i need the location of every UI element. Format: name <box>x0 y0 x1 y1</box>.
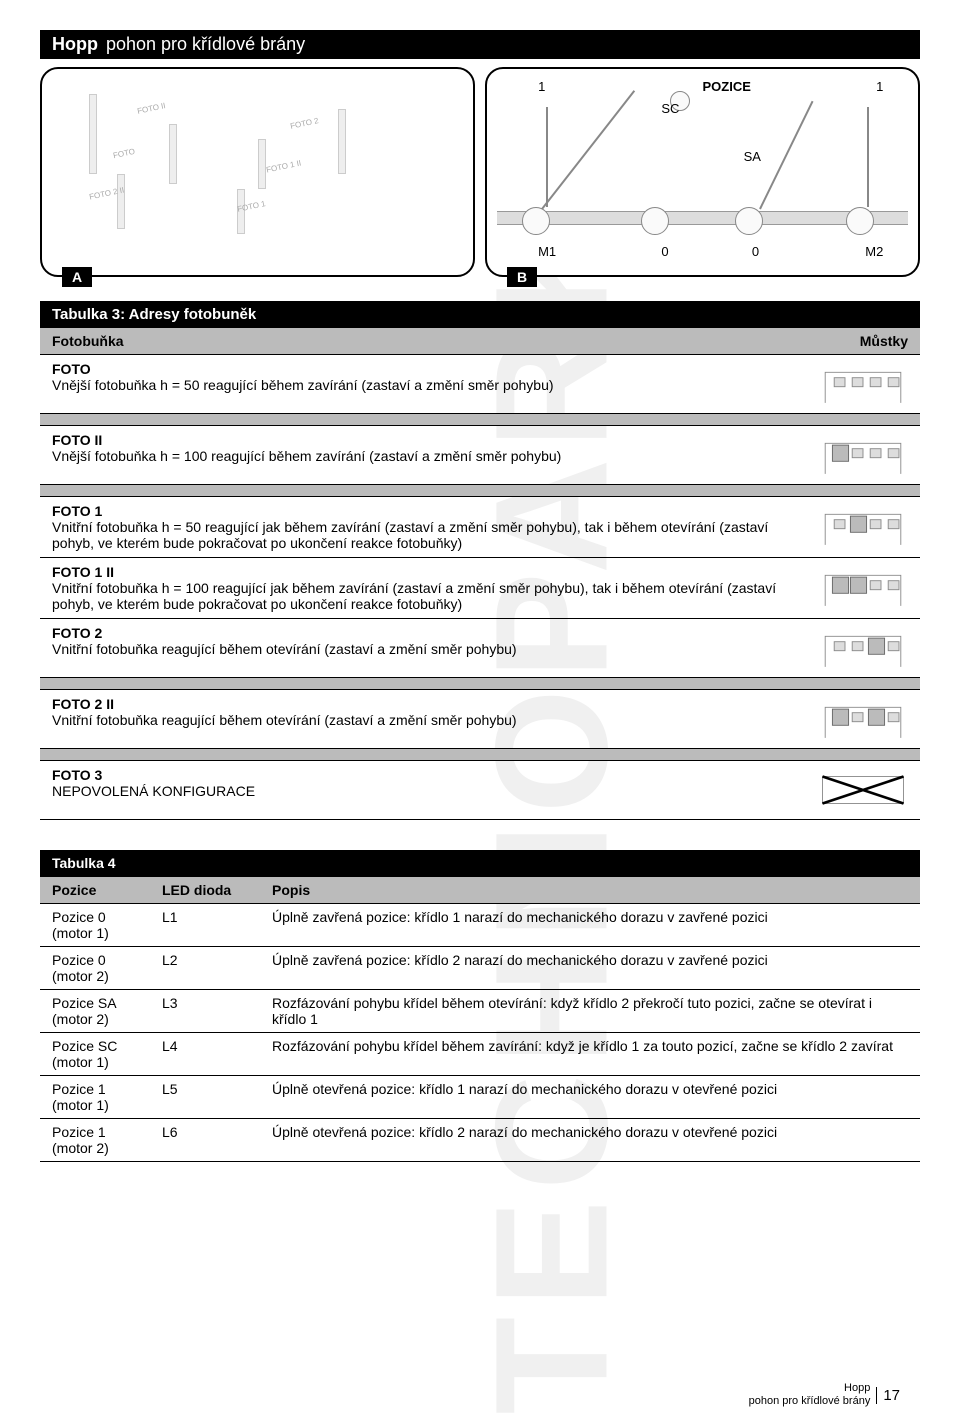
t4-h-led: LED dioda <box>150 877 260 904</box>
jumper-icon <box>818 361 908 407</box>
fb-sc: SC <box>661 101 679 116</box>
figures-row: FOTO II FOTO 2 FOTO FOTO 1 II FOTO 2 II … <box>40 67 920 277</box>
title-bold: Hopp <box>52 34 98 55</box>
separator <box>40 485 920 497</box>
table4-row: Pozice 0(motor 1)L1Úplně zavřená pozice:… <box>40 904 920 947</box>
entry-desc: NEPOVOLENÁ KONFIGURACE <box>52 783 255 799</box>
t3-col2: Můstky <box>860 333 908 349</box>
page-title-bar: Hopp pohon pro křídlové brány <box>40 30 920 59</box>
fa-1: FOTO 2 <box>289 116 319 131</box>
t4-led: L4 <box>150 1033 260 1076</box>
fa-0: FOTO II <box>137 101 167 116</box>
figure-b: 1 POZICE 1 SC SA M1 0 0 M2 B <box>485 67 920 277</box>
jumper-icon <box>818 432 908 478</box>
t4-title: Tabulka 4 <box>40 850 920 877</box>
entry-desc: Vnitřní fotobuňka h = 100 reagující jak … <box>52 580 776 612</box>
jumper-icon <box>818 767 908 813</box>
figure-b-label: B <box>507 267 537 287</box>
fb-0b: 0 <box>752 244 759 259</box>
entry-desc: Vnitřní fotobuňka h = 50 reagující jak b… <box>52 519 768 551</box>
figure-a: FOTO II FOTO 2 FOTO FOTO 1 II FOTO 2 II … <box>40 67 475 277</box>
footer: Hopp pohon pro křídlové brány 17 <box>40 1382 920 1408</box>
t4-led: L5 <box>150 1076 260 1119</box>
fb-pozice: POZICE <box>703 79 751 94</box>
table3-header: Fotobuňka Můstky <box>40 328 920 355</box>
fa-2: FOTO <box>112 147 135 160</box>
jumper-icon <box>818 696 908 742</box>
t4-desc: Úplně zavřená pozice: křídlo 1 narazí do… <box>260 904 920 947</box>
figure-a-label: A <box>62 267 92 287</box>
entry-desc: Vnitřní fotobuňka reagující během otevír… <box>52 641 517 657</box>
t4-led: L1 <box>150 904 260 947</box>
fa-3: FOTO 1 II <box>265 158 302 174</box>
table3-row: FOTO 3NEPOVOLENÁ KONFIGURACE <box>40 761 920 820</box>
fb-1b: 1 <box>876 79 883 94</box>
entry-title: FOTO 3 <box>52 767 798 783</box>
table3-row: FOTOVnější fotobuňka h = 50 reagující bě… <box>40 355 920 414</box>
t3-col1: Fotobuňka <box>52 333 124 349</box>
table4-row: Pozice SA(motor 2)L3Rozfázování pohybu k… <box>40 990 920 1033</box>
fb-m1: M1 <box>538 244 556 259</box>
table3-row: FOTO IIVnější fotobuňka h = 100 reagujíc… <box>40 426 920 485</box>
t4-h-pozice: Pozice <box>40 877 150 904</box>
t4-desc: Úplně otevřená pozice: křídlo 2 narazí d… <box>260 1119 920 1162</box>
entry-title: FOTO 2 II <box>52 696 798 712</box>
fb-0a: 0 <box>661 244 668 259</box>
table3-body: FOTOVnější fotobuňka h = 50 reagující bě… <box>40 355 920 820</box>
table4-row: Pozice SC(motor 1)L4Rozfázování pohybu k… <box>40 1033 920 1076</box>
table3-row: FOTO 1 IIVnitřní fotobuňka h = 100 reagu… <box>40 558 920 619</box>
t4-pozice: Pozice 0(motor 2) <box>40 947 150 990</box>
separator <box>40 414 920 426</box>
t4-pozice: Pozice 0(motor 1) <box>40 904 150 947</box>
entry-desc: Vnitřní fotobuňka reagující během otevír… <box>52 712 517 728</box>
t4-pozice: Pozice SA(motor 2) <box>40 990 150 1033</box>
t4-led: L6 <box>150 1119 260 1162</box>
table4-row: Pozice 1(motor 2)L6Úplně otevřená pozice… <box>40 1119 920 1162</box>
jumper-icon <box>818 564 908 610</box>
entry-title: FOTO 1 <box>52 503 798 519</box>
entry-title: FOTO 1 II <box>52 564 798 580</box>
t4-desc: Rozfázování pohybu křídel během zavírání… <box>260 1033 920 1076</box>
jumper-icon <box>818 625 908 671</box>
table4: Tabulka 4 Pozice LED dioda Popis Pozice … <box>40 850 920 1162</box>
footer-page: 17 <box>876 1387 900 1404</box>
table3-row: FOTO 2 IIVnitřní fotobuňka reagující běh… <box>40 690 920 749</box>
t4-pozice: Pozice SC(motor 1) <box>40 1033 150 1076</box>
jumper-icon <box>818 503 908 549</box>
entry-title: FOTO 2 <box>52 625 798 641</box>
t4-pozice: Pozice 1(motor 2) <box>40 1119 150 1162</box>
fb-m2: M2 <box>865 244 883 259</box>
table3-row: FOTO 1Vnitřní fotobuňka h = 50 reagující… <box>40 497 920 558</box>
t4-h-popis: Popis <box>260 877 920 904</box>
t4-pozice: Pozice 1(motor 1) <box>40 1076 150 1119</box>
t4-desc: Úplně zavřená pozice: křídlo 2 narazí do… <box>260 947 920 990</box>
table3-row: FOTO 2Vnitřní fotobuňka reagující během … <box>40 619 920 678</box>
separator <box>40 678 920 690</box>
t4-desc: Rozfázování pohybu křídel během otevírán… <box>260 990 920 1033</box>
title-light: pohon pro křídlové brány <box>106 34 305 55</box>
table3-title: Tabulka 3: Adresy fotobuněk <box>40 301 920 328</box>
fb-1a: 1 <box>538 79 545 94</box>
entry-desc: Vnější fotobuňka h = 50 reagující během … <box>52 377 554 393</box>
entry-desc: Vnější fotobuňka h = 100 reagující během… <box>52 448 561 464</box>
entry-title: FOTO <box>52 361 798 377</box>
footer-brand: Hopp <box>749 1382 871 1395</box>
t4-led: L2 <box>150 947 260 990</box>
table4-row: Pozice 1(motor 1)L5Úplně otevřená pozice… <box>40 1076 920 1119</box>
table4-row: Pozice 0(motor 2)L2Úplně zavřená pozice:… <box>40 947 920 990</box>
fb-sa: SA <box>744 149 761 164</box>
t4-led: L3 <box>150 990 260 1033</box>
entry-title: FOTO II <box>52 432 798 448</box>
t4-desc: Úplně otevřená pozice: křídlo 1 narazí d… <box>260 1076 920 1119</box>
footer-sub: pohon pro křídlové brány <box>749 1395 871 1408</box>
separator <box>40 749 920 761</box>
